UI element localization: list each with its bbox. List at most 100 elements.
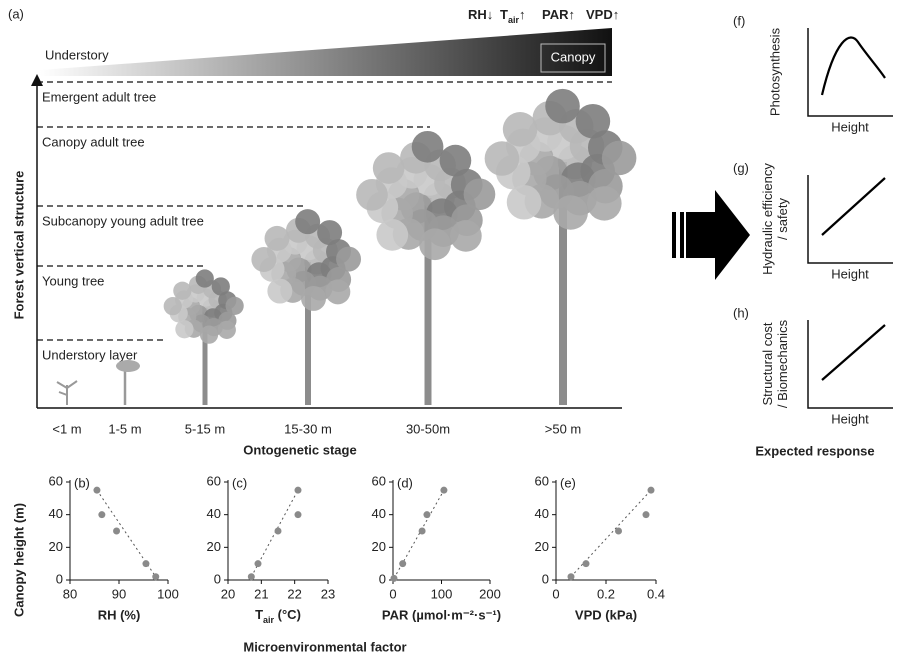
point <box>423 511 431 519</box>
trunk <box>559 162 567 405</box>
x-tick-label: 100 <box>157 586 179 601</box>
leaf-cluster <box>173 281 192 300</box>
point <box>152 573 160 581</box>
leaf-cluster <box>372 152 405 184</box>
panel-label: (e) <box>560 475 576 490</box>
seedling <box>56 380 78 405</box>
trunk <box>424 198 432 405</box>
point <box>274 527 282 535</box>
leaf-cluster <box>217 320 236 339</box>
layer-label: Canopy adult tree <box>42 134 145 149</box>
leaf-cluster <box>587 186 622 221</box>
text-part: (°C) <box>274 607 301 622</box>
gradient-wedge <box>40 28 612 76</box>
leaf-cluster <box>175 320 194 339</box>
y-axis-label: Photosynthesis <box>767 27 782 116</box>
text-part: PAR <box>542 7 569 22</box>
panel-label: (g) <box>733 160 749 175</box>
x-axis-label: Height <box>831 119 869 134</box>
x-axis-label: Height <box>831 266 869 281</box>
text-part: air <box>508 15 520 25</box>
point <box>582 560 590 568</box>
y-tick-label: 20 <box>207 539 221 554</box>
layer-label: Subcanopy young adult tree <box>42 213 204 228</box>
x-tick-label: 200 <box>479 586 501 601</box>
text-part: ↑ <box>519 7 526 22</box>
y-tick-label: 40 <box>49 506 63 521</box>
trunk <box>305 262 311 405</box>
x-tick-label: 20 <box>221 586 235 601</box>
shared-x-label: Microenvironmental factor <box>243 639 406 654</box>
axes <box>555 480 656 581</box>
leaf-cluster <box>301 285 327 311</box>
point <box>113 527 121 535</box>
axes <box>807 28 893 117</box>
x-axis-label: Tair (°C) <box>255 607 301 625</box>
point <box>615 527 622 535</box>
text-part: air <box>263 615 275 625</box>
text-part: VPD <box>586 7 613 22</box>
x-axis-label: VPD (kPa) <box>575 607 637 622</box>
x-tick-label: 90 <box>112 586 126 601</box>
panel-label: (a) <box>8 6 24 21</box>
leaf-cluster <box>163 297 182 316</box>
response-curve <box>820 36 886 96</box>
point <box>642 511 650 519</box>
leaf-cluster <box>199 325 219 344</box>
point <box>254 560 262 568</box>
x-tick-label: 0 <box>552 586 559 601</box>
x-tick-label: 1-5 m <box>108 421 141 436</box>
leaf-cluster <box>317 220 343 246</box>
panel-label: (d) <box>397 475 413 490</box>
y-tick-label: 60 <box>372 473 386 488</box>
leaf-cluster <box>553 195 588 230</box>
y-tick-label: 40 <box>207 506 221 521</box>
leaf-cluster <box>195 269 214 288</box>
y-tick-label: 0 <box>379 571 386 586</box>
point <box>142 560 150 568</box>
expected-label: Expected response <box>755 443 874 458</box>
text-part: RH <box>468 7 487 22</box>
y-tick-label: 0 <box>542 571 549 586</box>
y-tick-label: 60 <box>49 473 63 488</box>
y-tick-label: 0 <box>214 571 221 586</box>
panel-label: (h) <box>733 305 749 320</box>
point <box>294 486 302 494</box>
response-curve <box>821 177 886 236</box>
text-part: ↑ <box>568 7 575 22</box>
leaf-cluster <box>506 184 542 220</box>
x-tick-label: 30-50m <box>406 421 450 436</box>
x-axis-label: RH (%) <box>98 607 141 622</box>
point <box>390 574 398 582</box>
axes <box>807 175 893 264</box>
sapling-crown <box>116 360 140 372</box>
x-tick-label: 15-30 m <box>284 421 332 436</box>
leaf-cluster <box>545 88 580 124</box>
point <box>647 486 655 494</box>
x-tick-label: 100 <box>431 586 453 601</box>
trunk <box>202 308 208 405</box>
x-tick-label: 23 <box>321 586 335 601</box>
leaf-cluster <box>450 220 482 252</box>
point <box>399 560 407 568</box>
x-axis-label: Ontogenetic stage <box>243 442 356 457</box>
y-tick-label: 60 <box>535 473 549 488</box>
x-tick-label: 22 <box>287 586 301 601</box>
y-tick-label: 20 <box>535 539 549 554</box>
factor-label: Tair↑ <box>500 7 525 25</box>
panel-label: (b) <box>74 475 90 490</box>
axes <box>807 320 893 409</box>
leaf-cluster <box>463 178 496 211</box>
y-axis-label: Structural cost <box>760 322 775 405</box>
shared-y-label: Canopy height (m) <box>11 503 26 617</box>
response-curve <box>821 324 886 381</box>
x-tick-label: <1 m <box>52 421 81 436</box>
text-part: T <box>500 7 508 22</box>
leaf-cluster <box>419 228 451 261</box>
point <box>440 486 448 494</box>
y-axis-label: Forest vertical structure <box>11 171 26 320</box>
panel-label: (f) <box>733 13 745 28</box>
y-tick-label: 0 <box>56 571 63 586</box>
x-tick-label: 0 <box>389 586 396 601</box>
